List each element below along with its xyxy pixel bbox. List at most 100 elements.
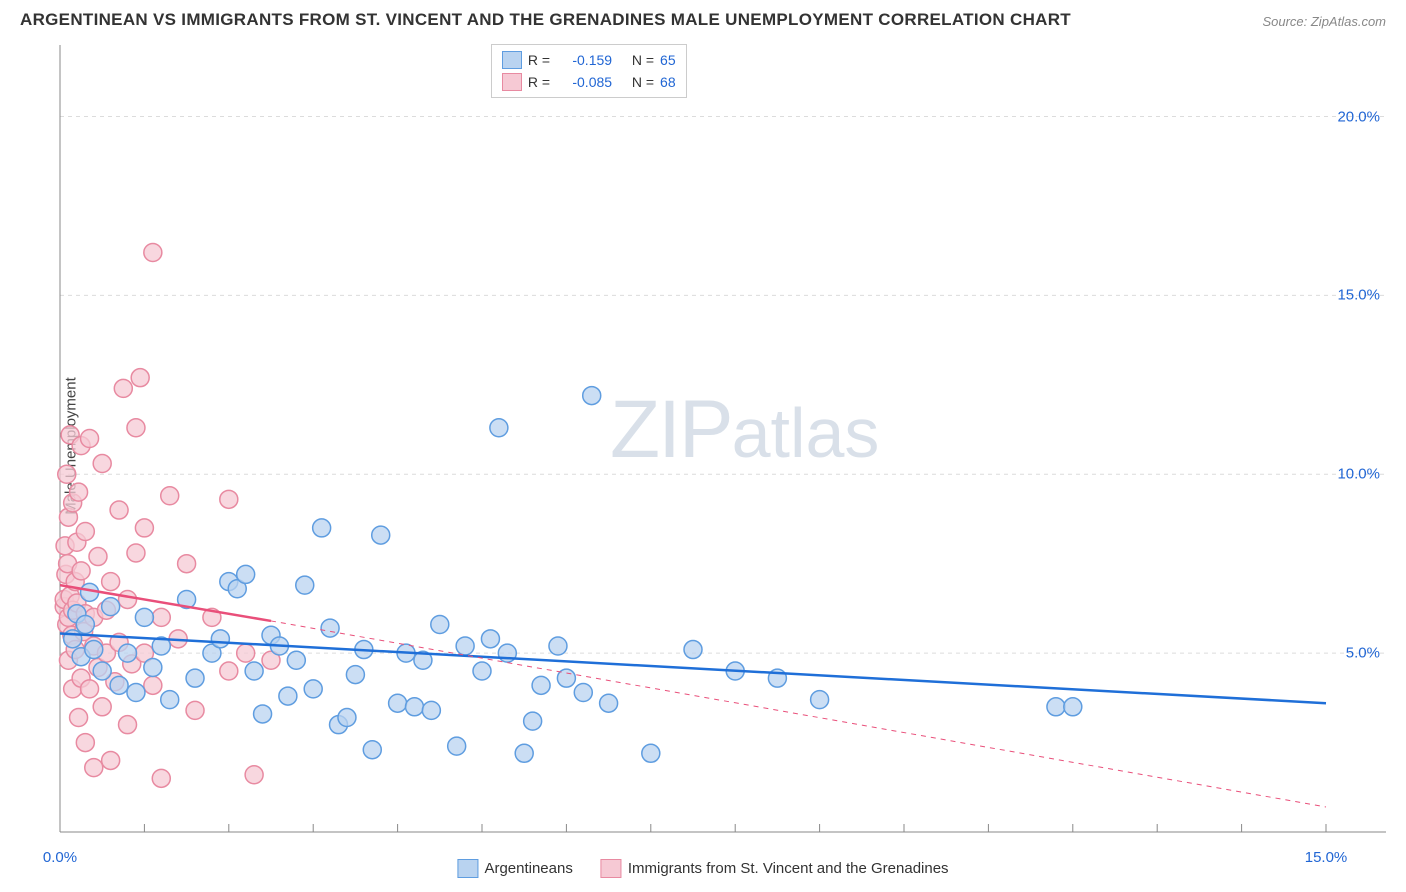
data-point [363, 741, 381, 759]
data-point [1064, 698, 1082, 716]
data-point [119, 644, 137, 662]
data-point [127, 419, 145, 437]
y-tick-label: 10.0% [1337, 466, 1380, 483]
stats-legend-box: R = -0.159 N = 65 R = -0.085 N = 68 [491, 44, 687, 98]
data-point [600, 694, 618, 712]
data-point [135, 519, 153, 537]
data-point [313, 519, 331, 537]
data-point [144, 243, 162, 261]
data-point [186, 701, 204, 719]
data-point [574, 683, 592, 701]
data-point [524, 712, 542, 730]
source-label: Source: ZipAtlas.com [1262, 14, 1386, 29]
data-point [135, 608, 153, 626]
data-point [296, 576, 314, 594]
data-point [583, 387, 601, 405]
data-point [72, 562, 90, 580]
data-point [642, 744, 660, 762]
chart-svg: ZIPatlas [50, 40, 1386, 842]
data-point [456, 637, 474, 655]
data-point [58, 465, 76, 483]
n-value: 68 [660, 74, 676, 90]
legend-item: Argentineans [457, 857, 572, 880]
data-point [220, 662, 238, 680]
data-point [127, 544, 145, 562]
legend-swatch [457, 859, 478, 878]
legend-label: Immigrants from St. Vincent and the Gren… [628, 860, 949, 877]
r-value: -0.159 [556, 52, 612, 68]
data-point [76, 734, 94, 752]
data-point [279, 687, 297, 705]
y-tick-label: 5.0% [1346, 645, 1380, 662]
data-point [431, 616, 449, 634]
x-tick-label: 0.0% [43, 849, 77, 866]
data-point [473, 662, 491, 680]
data-point [131, 369, 149, 387]
chart-title: ARGENTINEAN VS IMMIGRANTS FROM ST. VINCE… [20, 10, 1071, 30]
r-label: R = [528, 52, 550, 68]
data-point [85, 641, 103, 659]
data-point [237, 644, 255, 662]
data-point [64, 630, 82, 648]
series-legend: Argentineans Immigrants from St. Vincent … [457, 857, 948, 880]
r-value: -0.085 [556, 74, 612, 90]
data-point [114, 379, 132, 397]
data-point [684, 641, 702, 659]
data-point [93, 455, 111, 473]
data-point [245, 662, 263, 680]
n-label: N = [632, 74, 654, 90]
n-value: 65 [660, 52, 676, 68]
data-point [220, 490, 238, 508]
data-point [338, 709, 356, 727]
legend-item: Immigrants from St. Vincent and the Gren… [601, 857, 949, 880]
data-point [515, 744, 533, 762]
data-point [144, 676, 162, 694]
legend-swatch [502, 51, 522, 69]
data-point [481, 630, 499, 648]
data-point [102, 598, 120, 616]
data-point [1047, 698, 1065, 716]
data-point [254, 705, 272, 723]
data-point [237, 565, 255, 583]
data-point [321, 619, 339, 637]
data-point [102, 751, 120, 769]
data-point [372, 526, 390, 544]
data-point [245, 766, 263, 784]
watermark: ZIPatlas [610, 384, 879, 475]
data-point [549, 637, 567, 655]
legend-label: Argentineans [484, 860, 572, 877]
data-point [152, 769, 170, 787]
data-point [119, 716, 137, 734]
data-point [89, 548, 107, 566]
stats-legend-row: R = -0.159 N = 65 [502, 49, 676, 71]
r-label: R = [528, 74, 550, 90]
data-point [448, 737, 466, 755]
data-point [287, 651, 305, 669]
data-point [81, 680, 99, 698]
data-point [532, 676, 550, 694]
data-point [81, 430, 99, 448]
data-point [346, 666, 364, 684]
n-label: N = [632, 52, 654, 68]
data-point [76, 523, 94, 541]
data-point [389, 694, 407, 712]
data-point [119, 590, 137, 608]
data-point [405, 698, 423, 716]
data-point [178, 555, 196, 573]
data-point [211, 630, 229, 648]
y-tick-label: 15.0% [1337, 287, 1380, 304]
x-tick-label: 15.0% [1305, 849, 1348, 866]
y-tick-label: 20.0% [1337, 108, 1380, 125]
data-point [110, 501, 128, 519]
data-point [422, 701, 440, 719]
data-point [152, 608, 170, 626]
data-point [186, 669, 204, 687]
data-point [110, 676, 128, 694]
data-point [161, 691, 179, 709]
data-point [102, 573, 120, 591]
data-point [811, 691, 829, 709]
legend-swatch [601, 859, 622, 878]
data-point [70, 483, 88, 501]
data-point [93, 698, 111, 716]
data-point [70, 709, 88, 727]
